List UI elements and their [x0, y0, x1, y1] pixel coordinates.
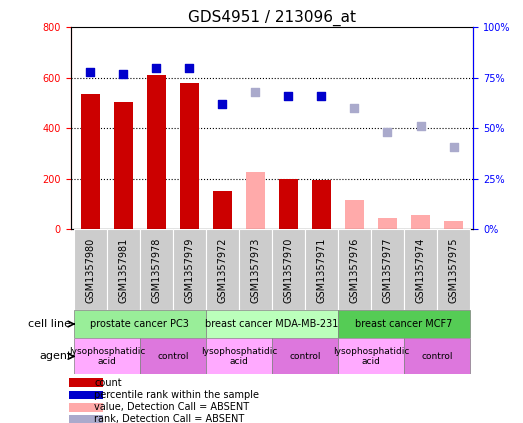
- Bar: [173, 229, 206, 310]
- Bar: [212, 192, 232, 229]
- Bar: [107, 229, 140, 310]
- Bar: [81, 94, 100, 229]
- Bar: [69, 379, 103, 387]
- Bar: [146, 75, 166, 229]
- Point: [251, 89, 259, 96]
- Text: count: count: [94, 378, 122, 388]
- Point: [317, 93, 326, 99]
- Text: GSM1357980: GSM1357980: [85, 238, 95, 303]
- Bar: [74, 310, 206, 338]
- Point: [416, 123, 425, 130]
- Text: GSM1357973: GSM1357973: [251, 238, 260, 303]
- Text: GSM1357974: GSM1357974: [415, 238, 426, 303]
- Bar: [404, 338, 470, 374]
- Point: [152, 64, 161, 71]
- Bar: [206, 310, 338, 338]
- Point: [285, 93, 293, 99]
- Point: [86, 69, 95, 75]
- Bar: [74, 229, 107, 310]
- Bar: [312, 180, 332, 229]
- Text: control: control: [421, 352, 453, 361]
- Bar: [140, 229, 173, 310]
- Bar: [239, 229, 272, 310]
- Bar: [338, 310, 470, 338]
- Text: GSM1357975: GSM1357975: [449, 238, 459, 303]
- Text: percentile rank within the sample: percentile rank within the sample: [94, 390, 259, 400]
- Text: rank, Detection Call = ABSENT: rank, Detection Call = ABSENT: [94, 415, 244, 423]
- Text: GSM1357977: GSM1357977: [382, 238, 392, 303]
- Text: agent: agent: [39, 352, 71, 361]
- Bar: [272, 229, 305, 310]
- Bar: [437, 229, 470, 310]
- Text: breast cancer MDA-MB-231: breast cancer MDA-MB-231: [205, 319, 339, 329]
- Bar: [74, 338, 140, 374]
- Bar: [378, 218, 397, 229]
- Bar: [371, 229, 404, 310]
- Bar: [246, 172, 265, 229]
- Bar: [69, 415, 103, 423]
- Text: GSM1357978: GSM1357978: [152, 238, 162, 303]
- Point: [449, 143, 458, 150]
- Bar: [345, 200, 365, 229]
- Point: [218, 101, 226, 107]
- Text: GSM1357976: GSM1357976: [349, 238, 359, 303]
- Text: GSM1357971: GSM1357971: [316, 238, 326, 303]
- Text: lysophosphatidic
acid: lysophosphatidic acid: [201, 347, 277, 366]
- Text: GSM1357979: GSM1357979: [185, 238, 195, 303]
- Point: [383, 129, 392, 136]
- Point: [350, 105, 359, 112]
- Bar: [279, 179, 298, 229]
- Text: control: control: [289, 352, 321, 361]
- Bar: [113, 102, 133, 229]
- Bar: [179, 83, 199, 229]
- Title: GDS4951 / 213096_at: GDS4951 / 213096_at: [188, 10, 356, 26]
- Bar: [444, 221, 463, 229]
- Bar: [206, 338, 272, 374]
- Bar: [140, 338, 206, 374]
- Text: control: control: [157, 352, 189, 361]
- Bar: [206, 229, 239, 310]
- Text: value, Detection Call = ABSENT: value, Detection Call = ABSENT: [94, 402, 249, 412]
- Bar: [338, 229, 371, 310]
- Point: [185, 64, 194, 71]
- Text: lysophosphatidic
acid: lysophosphatidic acid: [333, 347, 409, 366]
- Bar: [411, 214, 430, 229]
- Text: cell line: cell line: [28, 319, 71, 329]
- Text: GSM1357970: GSM1357970: [283, 238, 293, 303]
- Bar: [404, 229, 437, 310]
- Bar: [338, 338, 404, 374]
- Bar: [272, 338, 338, 374]
- Text: lysophosphatidic
acid: lysophosphatidic acid: [69, 347, 145, 366]
- Bar: [69, 403, 103, 412]
- Text: GSM1357972: GSM1357972: [218, 238, 228, 303]
- Bar: [69, 391, 103, 399]
- Text: prostate cancer PC3: prostate cancer PC3: [90, 319, 189, 329]
- Bar: [305, 229, 338, 310]
- Text: breast cancer MCF7: breast cancer MCF7: [355, 319, 453, 329]
- Point: [119, 71, 128, 77]
- Text: GSM1357981: GSM1357981: [118, 238, 129, 303]
